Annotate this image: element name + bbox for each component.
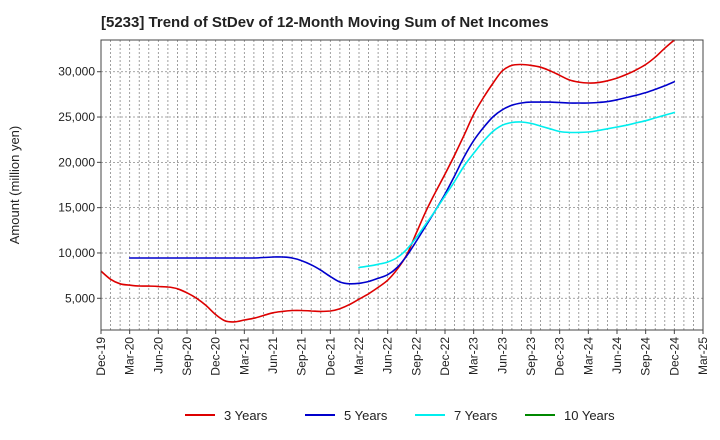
x-tick-label: Dec-22 [438,337,452,376]
legend-label-7-years: 7 Years [454,408,498,423]
y-tick-label: 25,000 [58,110,95,124]
series-line-7-years [358,111,676,269]
y-axis: 5,000 10,000 15,000 20,000 25,000 30,000 [58,65,101,305]
chart-title: [5233] Trend of StDev of 12-Month Moving… [101,14,549,31]
legend: 3 Years 5 Years 7 Years 10 Years [185,408,615,423]
y-tick-label: 20,000 [58,155,95,169]
legend-label-10-years: 10 Years [564,408,615,423]
x-tick-label: Mar-25 [696,337,710,375]
x-tick-label: Dec-24 [667,337,681,376]
x-tick-label: Jun-23 [495,337,509,374]
x-tick-label: Dec-21 [323,337,337,376]
x-tick-label: Mar-21 [237,337,251,375]
x-tick-label: Dec-20 [209,337,223,376]
series-line-5-years [128,80,676,285]
x-tick-label: Dec-19 [94,337,108,376]
x-tick-label: Sep-23 [524,337,538,376]
x-tick-label: Dec-23 [553,337,567,376]
y-tick-label: 10,000 [58,246,95,260]
x-tick-label: Sep-20 [180,337,194,376]
series-lines [101,40,676,323]
legend-label-3-years: 3 Years [224,408,268,423]
x-tick-label: Jun-21 [266,337,280,374]
x-tick-label: Mar-23 [467,337,481,375]
x-tick-label: Jun-20 [151,337,165,374]
y-tick-label: 15,000 [58,201,95,215]
legend-label-5-years: 5 Years [344,408,388,423]
series-line-3-years [101,40,676,323]
x-tick-label: Mar-24 [581,337,595,375]
x-tick-label: Mar-20 [123,337,137,375]
x-tick-label: Jun-24 [610,337,624,374]
x-tick-label: Sep-22 [409,337,423,376]
x-tick-label: Jun-22 [381,337,395,374]
y-tick-label: 30,000 [58,65,95,79]
plot-frame [100,39,704,331]
y-tick-label: 5,000 [65,291,95,305]
x-tick-label: Mar-22 [352,337,366,375]
y-axis-title: Amount (million yen) [7,126,22,245]
grid [101,40,703,330]
x-axis: Dec-19 Mar-20 Jun-20 Sep-20 Dec-20 Mar-21 Jun-… [94,330,710,376]
x-tick-label: Sep-24 [639,337,653,376]
x-tick-label: Sep-21 [295,337,309,376]
